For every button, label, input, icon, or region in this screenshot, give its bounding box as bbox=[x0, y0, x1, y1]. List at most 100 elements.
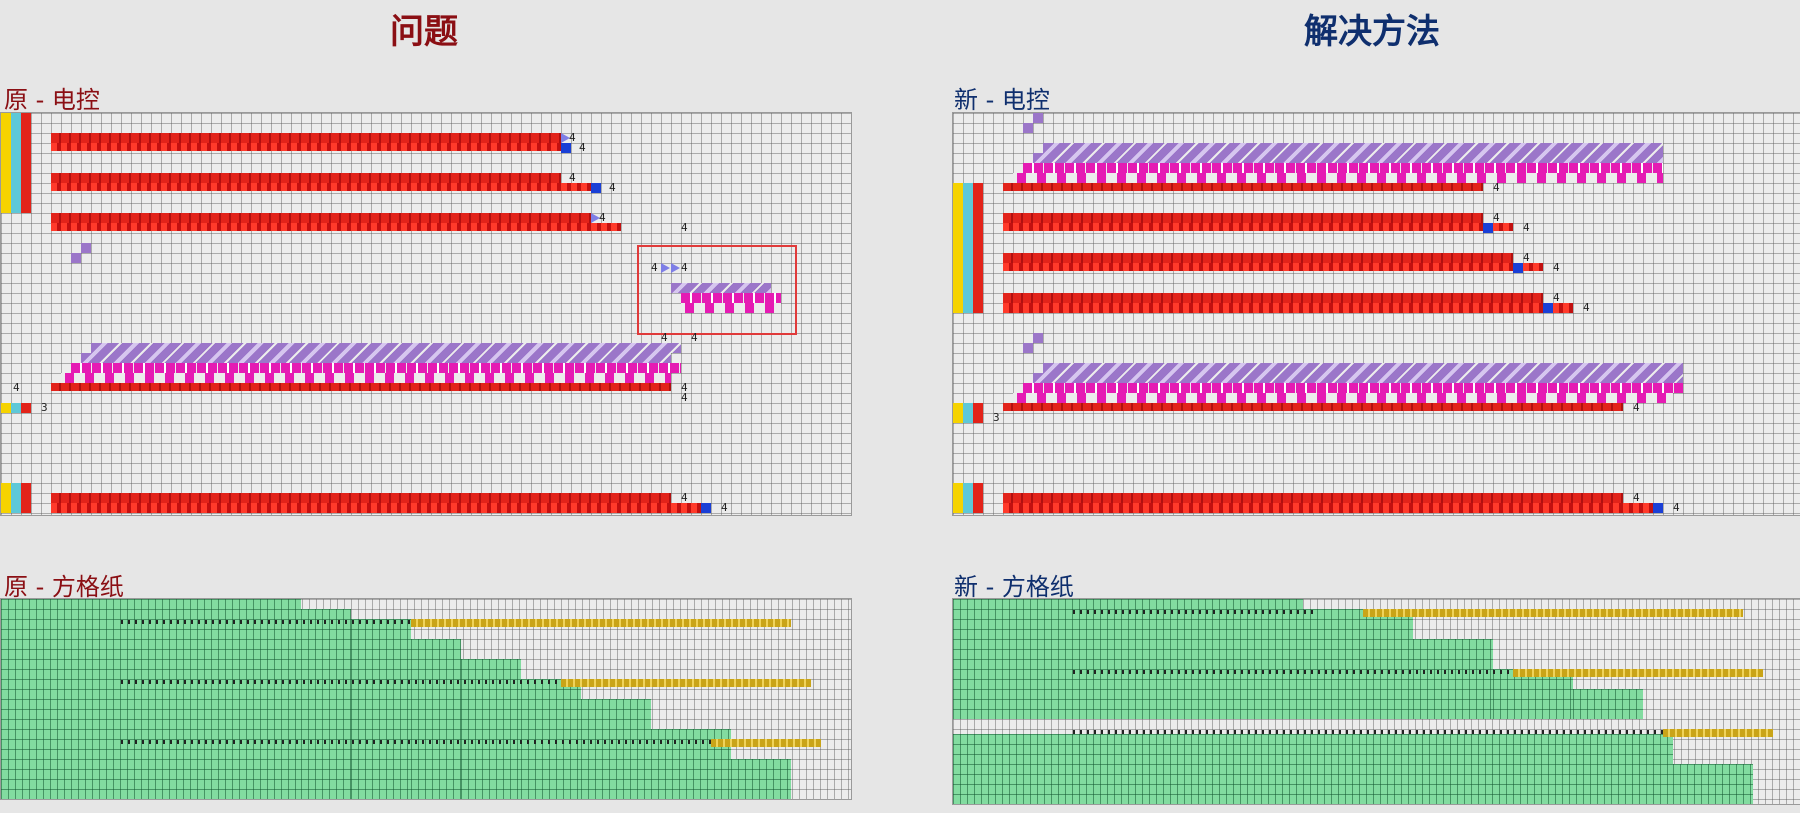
cell-number: 4 bbox=[1493, 211, 1500, 224]
control-column-block bbox=[953, 483, 983, 513]
green-stitch-area bbox=[581, 699, 651, 799]
blue-marker bbox=[1483, 223, 1493, 233]
needle-row bbox=[1003, 263, 1543, 271]
purple-stitch-row bbox=[1043, 143, 1663, 153]
stitch-line bbox=[1073, 610, 1313, 614]
cell-number: 4 bbox=[1633, 401, 1640, 414]
cell-number: 3 bbox=[41, 401, 48, 414]
control-column-block bbox=[1, 403, 31, 413]
magenta-stitch-row bbox=[71, 363, 681, 373]
cell-number: 4 bbox=[681, 491, 688, 504]
new-electronic-grid[interactable]: 4 4 4 4 4 4 4 4 3 4 4 bbox=[952, 112, 1800, 516]
needle-row bbox=[1003, 403, 1623, 411]
cell-number: 4 bbox=[1633, 491, 1640, 504]
purple-stitch-row bbox=[91, 343, 681, 353]
control-column-block bbox=[1, 483, 31, 513]
purple-mark bbox=[1023, 123, 1033, 133]
problem-heading: 问题 bbox=[390, 12, 458, 52]
needle-row bbox=[51, 223, 621, 231]
green-stitch-area bbox=[411, 639, 461, 799]
blue-marker bbox=[561, 143, 571, 153]
green-stitch-area bbox=[351, 619, 411, 799]
purple-mark bbox=[1023, 343, 1033, 353]
control-column-block bbox=[953, 183, 983, 313]
blue-marker bbox=[701, 503, 711, 513]
new-electronic-label: 新 - 电控 bbox=[954, 86, 1050, 114]
arrow-right-icon bbox=[561, 133, 570, 143]
green-stitch-area bbox=[1493, 669, 1573, 719]
new-graph-paper-grid[interactable] bbox=[952, 598, 1800, 805]
needle-row bbox=[1003, 223, 1513, 231]
green-stitch-area bbox=[1573, 689, 1643, 719]
magenta-stitch-row bbox=[61, 373, 671, 383]
purple-stitch-row bbox=[1043, 363, 1683, 373]
cell-number: 4 bbox=[1673, 501, 1680, 514]
green-stitch-area bbox=[1, 599, 301, 799]
needle-row bbox=[1003, 253, 1513, 263]
arrow-right-icon bbox=[661, 263, 670, 273]
cell-number: 4 bbox=[651, 261, 658, 274]
cell-number: 4 bbox=[681, 391, 688, 404]
purple-stitch-row bbox=[1033, 373, 1683, 383]
needle-row bbox=[51, 383, 671, 391]
green-stitch-area bbox=[521, 679, 581, 799]
green-stitch-area bbox=[953, 734, 1673, 804]
cell-number: 4 bbox=[681, 221, 688, 234]
cell-number: 4 bbox=[579, 141, 586, 154]
blue-marker bbox=[1653, 503, 1663, 513]
yellow-stitch-row bbox=[411, 619, 791, 627]
cell-number: 4 bbox=[1523, 221, 1530, 234]
blue-marker bbox=[1543, 303, 1553, 313]
cell-number: 4 bbox=[681, 261, 688, 274]
needle-row bbox=[51, 503, 701, 513]
needle-row bbox=[1003, 213, 1483, 223]
problem-highlight-box[interactable] bbox=[637, 245, 797, 335]
cell-number: 4 bbox=[13, 381, 20, 394]
needle-row bbox=[51, 493, 671, 503]
old-electronic-label: 原 - 电控 bbox=[4, 86, 100, 114]
purple-stitch-row bbox=[1033, 153, 1663, 163]
green-stitch-area bbox=[1413, 639, 1493, 719]
cell-number: 4 bbox=[721, 501, 728, 514]
cell-number: 4 bbox=[1493, 181, 1500, 194]
cell-number: 4 bbox=[691, 331, 698, 344]
yellow-stitch-row bbox=[1663, 729, 1773, 737]
control-column-block bbox=[953, 403, 983, 423]
blue-marker bbox=[1513, 263, 1523, 273]
cell-number: 4 bbox=[1553, 291, 1560, 304]
needle-row bbox=[1003, 293, 1543, 303]
magenta-stitch-row bbox=[681, 303, 781, 313]
needle-row bbox=[1003, 303, 1573, 313]
green-stitch-area bbox=[953, 599, 1303, 719]
purple-stitch-row bbox=[81, 353, 671, 363]
cell-number: 4 bbox=[569, 131, 576, 144]
yellow-stitch-row bbox=[561, 679, 811, 687]
old-electronic-grid[interactable]: 4 4 4 4 4 4 4 4 4 3 4 4 4 4 4 4 bbox=[0, 112, 852, 516]
old-graph-paper-label: 原 - 方格纸 bbox=[4, 573, 124, 601]
yellow-stitch-row bbox=[1363, 609, 1743, 617]
old-graph-paper-grid[interactable] bbox=[0, 598, 852, 800]
needle-row bbox=[51, 173, 561, 183]
green-stitch-area bbox=[1673, 764, 1753, 804]
solution-heading: 解决方法 bbox=[1304, 12, 1440, 52]
cell-number: 4 bbox=[599, 211, 606, 224]
green-stitch-area bbox=[731, 759, 791, 799]
needle-row bbox=[51, 143, 561, 151]
purple-mark bbox=[1033, 113, 1043, 123]
cell-number: 4 bbox=[1553, 261, 1560, 274]
yellow-stitch-row bbox=[1513, 669, 1763, 677]
stitch-line bbox=[121, 680, 561, 684]
cell-number: 3 bbox=[993, 411, 1000, 424]
cell-number: 4 bbox=[661, 331, 668, 344]
new-graph-paper-label: 新 - 方格纸 bbox=[954, 573, 1074, 601]
green-stitch-area bbox=[301, 609, 351, 799]
cell-number: 4 bbox=[609, 181, 616, 194]
magenta-stitch-row bbox=[1013, 173, 1663, 183]
control-column-block bbox=[1, 113, 31, 213]
stitch-line bbox=[1073, 670, 1513, 674]
cell-number: 4 bbox=[681, 381, 688, 394]
needle-row bbox=[51, 213, 591, 223]
yellow-stitch-row bbox=[711, 739, 821, 747]
blue-marker bbox=[591, 183, 601, 193]
magenta-stitch-row bbox=[1023, 383, 1683, 393]
